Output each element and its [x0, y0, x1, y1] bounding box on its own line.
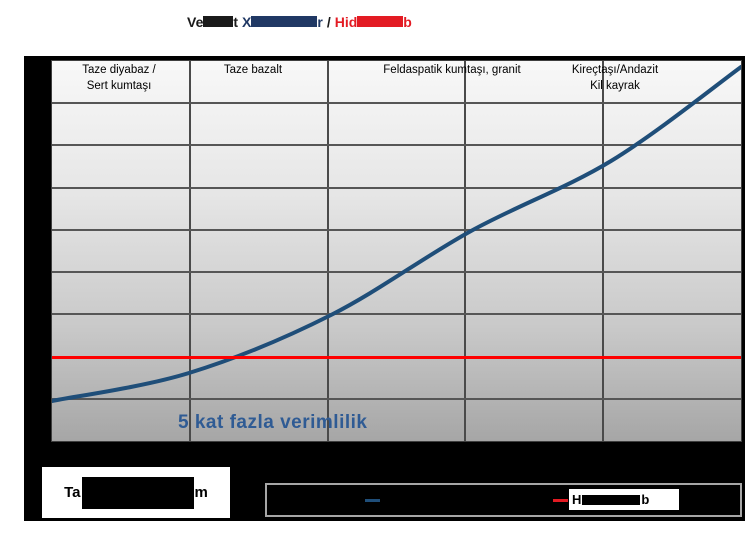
footer-label-prefix: Ta — [64, 484, 81, 501]
vertical-gridline — [464, 61, 467, 441]
title-redaction-bar-1 — [203, 16, 234, 27]
title-part2-prefix: X — [242, 13, 252, 30]
column-header-3-line1: Feldaspatik kumtaşı, granit — [383, 64, 521, 76]
vertical-gridline — [188, 61, 191, 441]
legend-blue-dash-icon — [365, 499, 380, 502]
vertical-gridline — [326, 61, 329, 441]
column-header-4: Kireçtaşı/Andazit Kil kayrak — [520, 63, 710, 94]
legend-red-label-prefix: H — [572, 492, 582, 507]
horizontal-gridline — [52, 313, 741, 316]
column-header-1: Taze diyabaz / Sert kumtaşı — [24, 63, 214, 94]
legend-redaction-block — [582, 494, 641, 505]
footer-redaction-block — [81, 476, 194, 509]
horizontal-gridline — [52, 186, 741, 189]
title-part1-prefix: Ve — [187, 13, 204, 30]
footer-label-box: Ta m — [42, 467, 230, 518]
vertical-gridline — [602, 61, 605, 441]
efficiency-curve-svg — [52, 65, 741, 403]
annotation-text: 5 kat fazla verimlilik — [178, 412, 368, 433]
column-header-1-line1: Taze diyabaz / — [82, 64, 156, 76]
title-part1-suffix: t — [233, 13, 239, 30]
legend-red-dash-icon — [553, 499, 568, 502]
plot-area: Taze diyabaz / Sert kumtaşı Taze bazalt … — [51, 60, 742, 442]
column-header-1-line2: Sert kumtaşı — [86, 79, 152, 92]
legend-red-label-box: H b — [569, 489, 679, 510]
horizontal-gridline — [52, 271, 741, 274]
column-header-4-line1: Kireçtaşı/Andazit — [571, 64, 659, 76]
title-segment-red: Hid b — [335, 14, 412, 30]
title-part3-suffix: b — [403, 13, 412, 30]
title-segment-black: Ve t — [187, 14, 238, 30]
blue-efficiency-curve — [52, 65, 741, 403]
legend: H b — [265, 483, 742, 517]
red-line — [52, 355, 741, 359]
column-header-2-line1: Taze bazalt — [223, 64, 283, 76]
column-header-2: Taze bazalt — [158, 63, 348, 79]
chart-frame: Taze diyabaz / Sert kumtaşı Taze bazalt … — [24, 56, 745, 521]
horizontal-gridline — [52, 228, 741, 231]
horizontal-gridline — [52, 144, 741, 147]
legend-red-label-suffix: b — [641, 492, 650, 507]
horizontal-gridline — [52, 397, 741, 400]
title-part2-suffix: r — [317, 13, 323, 30]
title-redaction-bar-2 — [251, 16, 318, 27]
title-redaction-bar-3 — [357, 16, 404, 27]
column-header-4-line2: Kil kayrak — [590, 79, 640, 92]
column-header-3: Feldaspatik kumtaşı, granit — [357, 63, 547, 79]
horizontal-gridline — [52, 102, 741, 105]
title-separator: / — [326, 13, 331, 30]
footer-label-suffix: m — [194, 484, 208, 501]
title-part3-prefix: Hid — [334, 13, 358, 30]
